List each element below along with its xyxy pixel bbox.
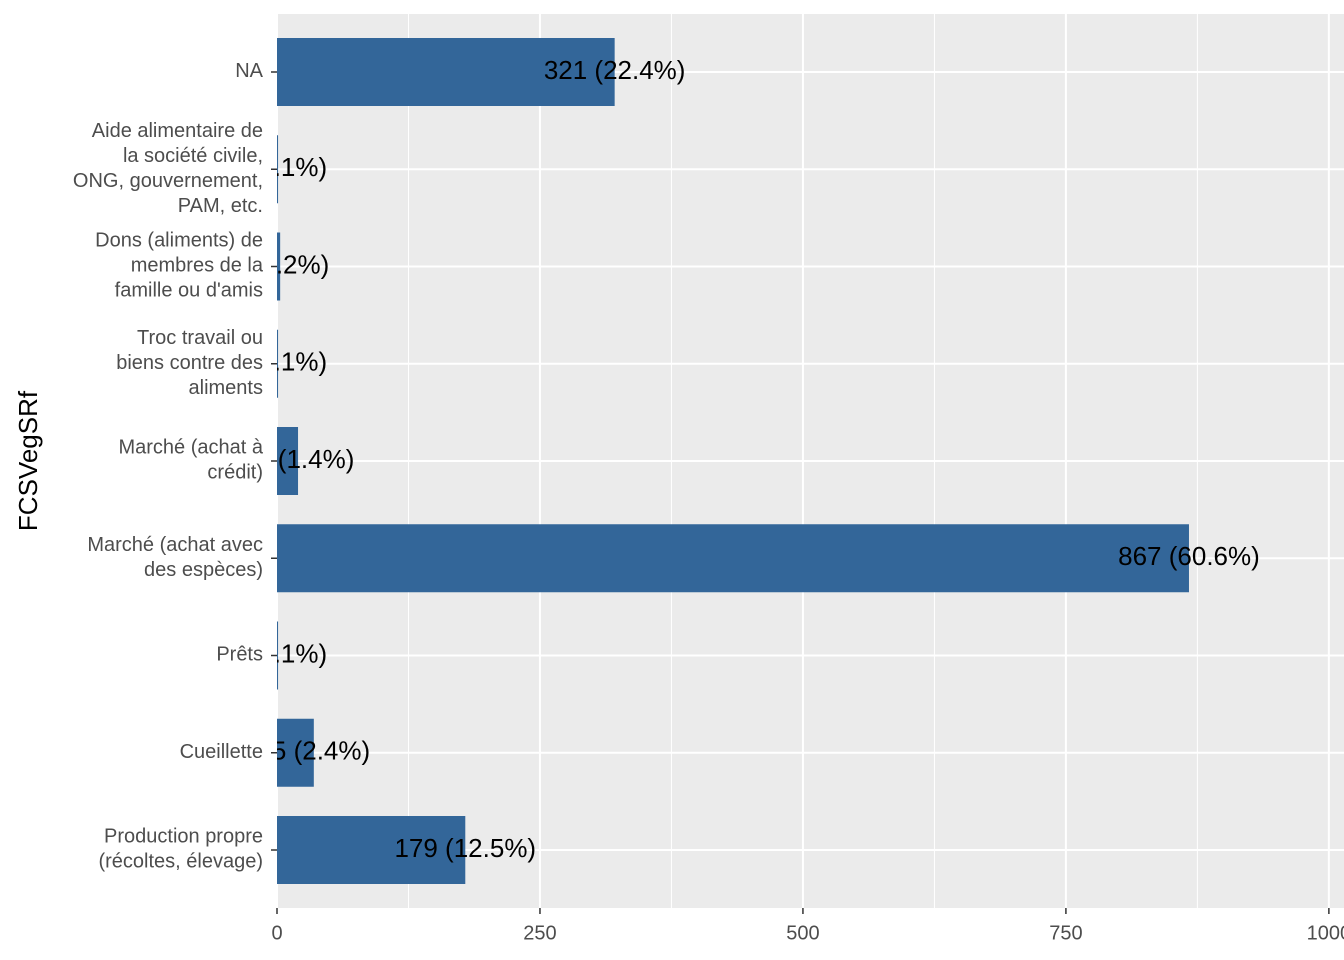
x-tick-label: 1000 [1307, 922, 1344, 944]
value-label: 20 (1.4%) [242, 444, 355, 474]
value-label: 1 (0.1%) [229, 152, 327, 182]
y-tick-label: Production propre (récoltes, élevage) [98, 826, 263, 873]
bar [277, 427, 299, 495]
y-tick-label: Marché (achat avec des espèces) [87, 534, 263, 581]
value-label: 1 (0.1%) [229, 638, 327, 668]
y-tick-label: Aide alimentaire de la société civile, ONG… [73, 120, 263, 217]
value-labels: 179 (12.5%) 35 (2.4%) 1 (0.1%) 867 (60.6%) 2… [229, 55, 1260, 863]
y-tick-label: Marché (achat à crédit) [118, 437, 263, 484]
bar [277, 718, 314, 787]
x-tick-label: 500 [786, 922, 819, 944]
axes: 0 250 500 750 1000 Production propre(récoltes… [73, 60, 1344, 944]
y-tick-label: Cueillette [180, 741, 263, 763]
bar [277, 329, 279, 398]
y-tick-label: NA [235, 60, 263, 82]
value-label: 321 (22.4%) [544, 55, 686, 85]
bar [277, 524, 1189, 593]
y-tick-label: Troc travail ou biens contre des aliments [116, 327, 263, 399]
y-tick-label: Prêts [216, 644, 263, 666]
value-label: 3 (0.2%) [231, 249, 329, 279]
bar [277, 621, 279, 690]
x-tick-label: 750 [1049, 922, 1082, 944]
y-tick-label: Dons (aliments) de membres de la famille o… [95, 230, 264, 302]
value-label: 867 (60.6%) [1118, 541, 1260, 571]
x-tick-label: 0 [271, 922, 282, 944]
bar [277, 135, 279, 204]
bars [277, 38, 1189, 884]
value-label: 1 (0.1%) [229, 347, 327, 377]
value-label: 35 (2.4%) [257, 736, 370, 766]
bar [277, 38, 615, 106]
x-tick-label: 250 [523, 922, 556, 944]
bar [277, 816, 466, 884]
y-axis-title: FCSVegSRf [13, 390, 43, 531]
grid [276, 14, 1344, 908]
bar [277, 232, 281, 301]
value-label: 179 (12.5%) [394, 833, 536, 863]
